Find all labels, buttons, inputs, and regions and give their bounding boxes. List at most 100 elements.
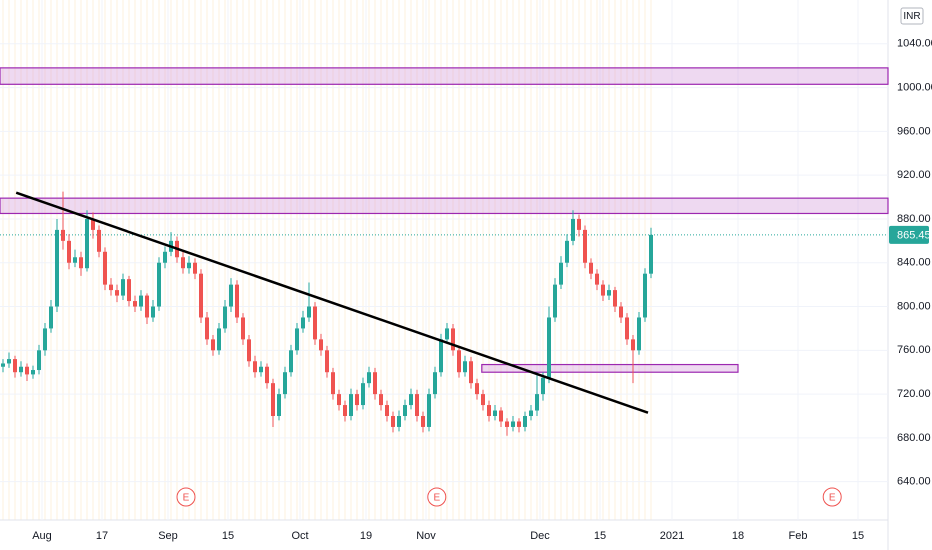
candle-body: [475, 383, 479, 395]
candle-body: [13, 359, 17, 373]
candle-body: [277, 394, 281, 416]
candle-body: [181, 257, 185, 269]
x-tick-label: 15: [852, 530, 864, 542]
candle-body: [361, 383, 365, 406]
candle-body: [91, 218, 95, 230]
candle-body: [415, 394, 419, 416]
candle-body: [541, 377, 545, 395]
candle-body: [445, 328, 449, 340]
x-tick-label: 2021: [660, 530, 684, 542]
candle-body: [283, 372, 287, 395]
candle-body: [325, 350, 329, 373]
candle-body: [589, 262, 593, 274]
candle-body: [289, 350, 293, 373]
candle-body: [319, 339, 323, 351]
candle-body: [637, 317, 641, 351]
y-tick-label: 1000.00: [897, 81, 932, 93]
y-tick-label: 640.00: [897, 476, 931, 488]
candle-body: [109, 284, 113, 291]
candle-body: [127, 279, 131, 302]
y-tick-label: 760.00: [897, 344, 931, 356]
candle-body: [223, 306, 227, 329]
candle-body: [523, 416, 527, 427]
x-tick-label: 15: [222, 530, 234, 542]
candle-body: [379, 394, 383, 406]
candle-body: [67, 240, 71, 263]
candle-body: [619, 306, 623, 318]
candle-body: [259, 366, 263, 373]
currency: INR: [903, 11, 920, 22]
candle-body: [409, 394, 413, 406]
candle-body: [199, 273, 203, 318]
candle-body: [145, 295, 149, 318]
candle-body: [391, 416, 395, 427]
candle-body: [19, 366, 23, 373]
x-tick-label: Nov: [416, 530, 436, 542]
x-tick-label: Sep: [158, 530, 178, 542]
candle-body: [133, 301, 137, 307]
candle-body: [7, 359, 11, 364]
candle-body: [343, 405, 347, 416]
candle-body: [121, 279, 125, 296]
x-tick-label: Oct: [291, 530, 308, 542]
x-tick-label: Aug: [32, 530, 52, 542]
candle-body: [601, 284, 605, 296]
candle-body: [529, 410, 533, 416]
candle-body: [397, 416, 401, 427]
y-tick-label: 920.00: [897, 169, 931, 181]
candle-body: [517, 421, 521, 427]
candle-body: [97, 229, 101, 252]
zone: [481, 363, 739, 373]
candle-body: [625, 317, 629, 340]
y-tick-label: 880.00: [897, 213, 931, 225]
candle-body: [583, 229, 587, 263]
trendline: [15, 191, 649, 414]
x-tick-label: 17: [96, 530, 108, 542]
candle-body: [505, 421, 509, 427]
candle-body: [187, 262, 191, 269]
candle-body: [433, 372, 437, 395]
candle-body: [193, 262, 197, 274]
candle-body: [547, 317, 551, 378]
candle-body: [229, 284, 233, 307]
candle-body: [151, 306, 155, 318]
y-tick-label: 720.00: [897, 388, 931, 400]
candle-body: [139, 295, 143, 307]
candle-body: [613, 290, 617, 307]
y-tick-label: 680.00: [897, 432, 931, 444]
y-tick-label: 1040.00: [897, 38, 932, 50]
candle-body: [103, 251, 107, 285]
candle-body: [73, 257, 77, 263]
y-tick-label: 800.00: [897, 300, 931, 312]
last-price-tag: [889, 225, 929, 244]
event-marker: [822, 487, 842, 507]
x-tick-label: Dec: [530, 530, 550, 542]
zone: [0, 197, 889, 215]
candle-body: [373, 372, 377, 395]
candle-body: [439, 339, 443, 373]
candle-body: [649, 234, 653, 274]
candle-body: [499, 410, 503, 422]
candle-body: [37, 350, 41, 371]
candle-body: [295, 328, 299, 351]
candle-body: [235, 284, 239, 318]
candle-body: [535, 394, 539, 411]
candle-body: [31, 370, 35, 375]
candle-body: [607, 290, 611, 296]
candle-body: [247, 339, 251, 362]
candle-body: [631, 339, 635, 351]
candle-body: [1, 363, 5, 367]
candle-body: [265, 366, 269, 384]
x-tick-label: 18: [732, 530, 744, 542]
candle-body: [421, 416, 425, 427]
candle-body: [367, 372, 371, 384]
candle-body: [85, 218, 89, 269]
event-marker: [427, 487, 447, 507]
candle-body: [25, 366, 29, 375]
candle-body: [271, 383, 275, 416]
candle-body: [79, 257, 83, 269]
y-tick-label: 960.00: [897, 125, 931, 137]
x-tick-label: 15: [594, 530, 606, 542]
candle-body: [481, 394, 485, 406]
